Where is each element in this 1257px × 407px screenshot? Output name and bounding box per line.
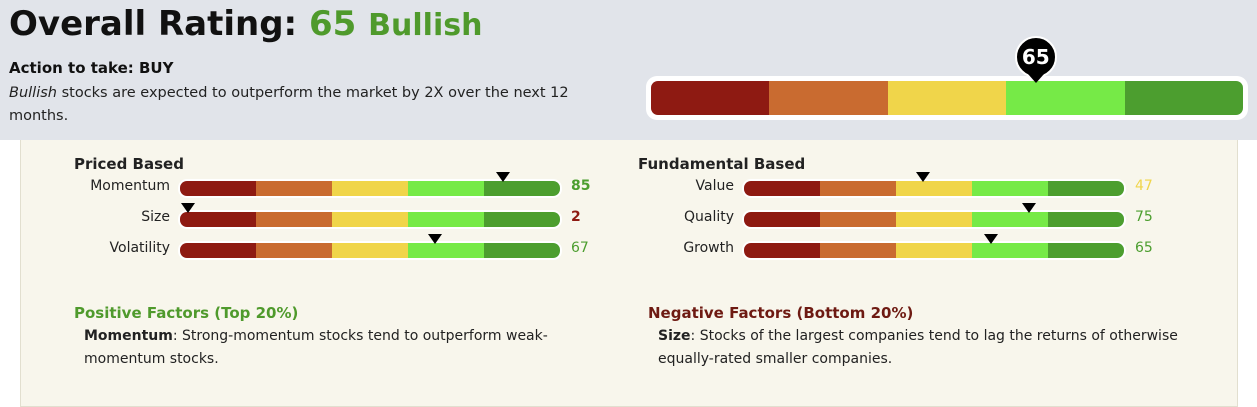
priced-score-size: 2 [571,209,581,225]
bar-segment-bearish [820,243,896,258]
bar-segment-very-bearish [180,212,256,227]
bar-segment-bearish [256,243,332,258]
overall-score-bubble: 65 [1014,36,1057,78]
bar-segment-neutral [896,181,972,196]
bar-segment-bullish [972,243,1048,258]
fundamental-marker-quality [1022,203,1036,213]
bar-segment-very-bullish [484,181,560,196]
positive-factors-title: Positive Factors (Top 20%) [74,304,299,322]
bar-segment-bullish [408,181,484,196]
positive-factor-text: Momentum: Strong-momentum stocks tend to… [84,325,564,371]
bar-segment-neutral [896,243,972,258]
bar-segment-bearish [256,212,332,227]
bar-segment-very-bullish [484,243,560,258]
page-title: Overall Rating: 65 Bullish [9,4,482,44]
negative-factor-text: Size: Stocks of the largest companies te… [658,325,1188,371]
bar-segment-very-bullish [1048,181,1124,196]
bar-segment-bearish [256,181,332,196]
positive-factor-description: : Strong-momentum stocks tend to outperf… [84,328,548,367]
rating-header: Overall Rating: 65 Bullish Action to tak… [0,0,1257,140]
fundamental-score-value: 47 [1135,178,1153,194]
fundamental-bar-growth [742,241,1126,260]
fundamental-score-growth: 65 [1135,240,1153,256]
bar-segment-very-bearish [744,243,820,258]
priced-marker-volatility [427,234,442,244]
fundamental-based-title: Fundamental Based [638,155,806,173]
fundamental-score-quality: 75 [1135,209,1153,225]
priced-marker-momentum [496,172,510,182]
priced-label-volatility: Volatility [109,240,170,256]
priced-label-size: Size [141,209,170,225]
priced-score-momentum: 85 [571,178,591,194]
bar-segment-bearish [820,212,896,227]
rating-value: 65 [309,4,357,44]
description-emphasis: Bullish [9,85,57,101]
rating-label: Bullish [368,8,483,43]
action-to-take: Action to take: BUY [9,59,174,77]
fundamental-marker-value [915,172,930,182]
bar-segment-neutral [887,81,1007,115]
bar-segment-bullish [972,181,1048,196]
bar-segment-very-bearish [744,181,820,196]
negative-factors-title: Negative Factors (Bottom 20%) [648,304,914,322]
fundamental-label-growth: Growth [683,240,734,256]
bar-segment-very-bearish [744,212,820,227]
bar-segment-very-bullish [1048,212,1124,227]
bar-segment-bearish [769,81,888,115]
bar-segment-neutral [332,181,408,196]
fundamental-bar-value [742,179,1126,198]
title-prefix: Overall Rating: [9,4,298,44]
fundamental-marker-growth [984,234,998,244]
bar-segment-neutral [332,212,408,227]
factor-panel: Priced Based Fundamental Based Positive … [20,140,1238,407]
negative-factor-description: : Stocks of the largest companies tend t… [658,328,1178,367]
priced-bar-momentum [178,179,562,198]
bar-segment-very-bullish [1124,81,1243,115]
rating-description: Bullish stocks are expected to outperfor… [9,82,569,128]
bar-segment-very-bullish [1048,243,1124,258]
bar-segment-neutral [896,212,972,227]
priced-bar-size [178,210,562,229]
bar-segment-neutral [332,243,408,258]
priced-based-title: Priced Based [74,155,184,173]
fundamental-label-quality: Quality [683,209,734,225]
fundamental-label-value: Value [695,178,734,194]
bar-segment-very-bullish [484,212,560,227]
bar-segment-very-bearish [180,243,256,258]
bar-segment-bullish [408,212,484,227]
negative-factor-term: Size [658,328,691,344]
priced-bar-volatility [178,241,562,260]
description-text: stocks are expected to outperform the ma… [9,85,569,124]
overall-rating-bar [647,77,1247,119]
fundamental-bar-quality [742,210,1126,229]
bar-segment-very-bearish [180,181,256,196]
bar-segment-bullish [972,212,1048,227]
bar-segment-bullish [408,243,484,258]
priced-marker-size [180,203,195,213]
positive-factor-term: Momentum [84,328,173,344]
priced-score-volatility: 67 [571,240,589,256]
bar-segment-bearish [820,181,896,196]
overall-score-pointer [1027,74,1044,83]
bar-segment-bullish [1006,81,1125,115]
bar-segment-very-bearish [651,81,770,115]
priced-label-momentum: Momentum [90,178,170,194]
